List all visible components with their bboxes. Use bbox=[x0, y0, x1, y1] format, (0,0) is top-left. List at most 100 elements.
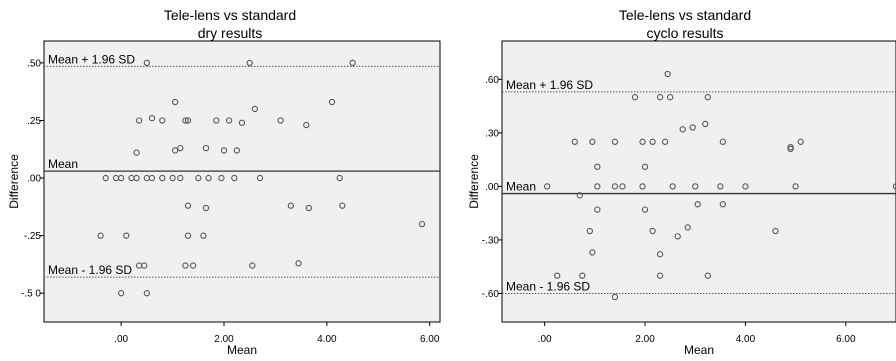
data-point bbox=[177, 174, 184, 182]
data-point bbox=[238, 119, 246, 126]
chart-title: Tele-lens vs standard bbox=[164, 7, 296, 23]
data-point bbox=[656, 94, 664, 101]
data-point bbox=[666, 94, 674, 101]
data-point bbox=[123, 232, 130, 239]
data-point bbox=[171, 98, 179, 106]
data-point bbox=[141, 262, 148, 269]
data-point bbox=[202, 204, 210, 212]
data-point bbox=[649, 138, 656, 145]
data-point bbox=[589, 249, 596, 256]
x-tick-label: .00 bbox=[114, 334, 128, 345]
data-point bbox=[792, 183, 799, 190]
data-point bbox=[641, 206, 649, 213]
reference-label: Mean - 1.96 SD bbox=[506, 279, 590, 293]
data-point bbox=[246, 59, 253, 67]
data-point bbox=[339, 202, 346, 209]
data-point bbox=[182, 117, 189, 124]
data-point bbox=[594, 206, 601, 213]
data-point bbox=[231, 174, 238, 182]
data-point bbox=[143, 290, 151, 297]
chart-title: Tele-lens vs standard bbox=[619, 7, 751, 23]
data-point bbox=[704, 272, 711, 279]
data-point bbox=[117, 290, 125, 297]
data-point bbox=[656, 272, 664, 279]
data-point bbox=[674, 233, 681, 240]
data-point bbox=[177, 144, 184, 152]
data-point bbox=[184, 117, 192, 124]
data-point bbox=[649, 227, 656, 235]
chart-dry: Tele-lens vs standard dry results .50 .25 .0… bbox=[7, 7, 441, 357]
data-point bbox=[571, 138, 578, 145]
x-tick-label: 4.00 bbox=[736, 334, 756, 345]
x-tick-label: 2.00 bbox=[635, 334, 655, 345]
data-point bbox=[182, 262, 189, 269]
data-point bbox=[143, 59, 151, 67]
data-point bbox=[719, 138, 726, 145]
y-axis-label: Difference bbox=[7, 154, 21, 209]
data-point bbox=[305, 204, 313, 212]
data-point bbox=[200, 232, 207, 239]
chart-subtitle: cyclo results bbox=[646, 25, 723, 41]
data-point bbox=[589, 138, 596, 145]
data-point bbox=[656, 251, 664, 258]
data-point bbox=[664, 70, 671, 78]
x-tick-label: .00 bbox=[538, 334, 552, 345]
data-point bbox=[277, 117, 284, 124]
y-tick-label: .50 bbox=[27, 58, 41, 69]
data-point bbox=[639, 183, 646, 190]
data-point bbox=[797, 138, 804, 145]
data-point bbox=[692, 183, 699, 190]
data-point bbox=[702, 120, 709, 128]
x-tick-label: 6.00 bbox=[836, 334, 856, 345]
data-point bbox=[704, 94, 711, 101]
chart-subtitle: dry results bbox=[198, 25, 263, 41]
data-point bbox=[554, 272, 561, 279]
data-point bbox=[102, 174, 109, 182]
data-point bbox=[576, 192, 583, 199]
data-point bbox=[787, 144, 794, 151]
data-point bbox=[159, 174, 166, 182]
y-tick-label: .25 bbox=[27, 116, 41, 127]
plot-area bbox=[43, 40, 441, 323]
x-axis-label: Mean bbox=[227, 343, 257, 356]
y-tick-label: .30 bbox=[485, 128, 499, 139]
data-point bbox=[336, 174, 343, 182]
data-point bbox=[717, 183, 724, 190]
data-point bbox=[892, 183, 896, 190]
data-point bbox=[684, 224, 691, 231]
data-point bbox=[641, 163, 649, 170]
data-point bbox=[611, 293, 619, 301]
data-point bbox=[772, 227, 779, 235]
data-point bbox=[195, 174, 202, 182]
data-point bbox=[287, 202, 295, 209]
data-point bbox=[251, 105, 259, 113]
y-tick-label: -.5 0 bbox=[21, 289, 41, 300]
data-point bbox=[225, 117, 233, 124]
data-point bbox=[169, 174, 176, 182]
data-point bbox=[171, 147, 179, 154]
data-point bbox=[631, 94, 639, 101]
data-point bbox=[220, 147, 228, 154]
data-point bbox=[594, 183, 601, 190]
data-point bbox=[594, 163, 601, 170]
data-point bbox=[719, 201, 726, 208]
reference-label: Mean + 1.96 SD bbox=[506, 78, 593, 92]
data-point bbox=[148, 174, 156, 182]
data-point bbox=[256, 174, 264, 182]
x-tick-label: 4.00 bbox=[317, 334, 337, 345]
data-point bbox=[295, 260, 302, 267]
chart-cyclo: Tele-lens vs standard cyclo results .60 .30… bbox=[467, 7, 896, 357]
data-point bbox=[159, 117, 166, 124]
data-point bbox=[189, 262, 197, 269]
data-point bbox=[303, 121, 310, 129]
data-point bbox=[213, 117, 220, 124]
reference-label: Mean bbox=[48, 157, 78, 171]
y-tick-label: -.25 bbox=[24, 231, 42, 242]
data-point bbox=[787, 145, 794, 153]
data-point bbox=[661, 138, 669, 145]
data-point bbox=[586, 227, 593, 235]
x-tick-label: 6.00 bbox=[420, 334, 440, 345]
data-point bbox=[611, 183, 619, 190]
y-tick-label: -.60 bbox=[482, 289, 500, 300]
data-point bbox=[679, 126, 686, 133]
